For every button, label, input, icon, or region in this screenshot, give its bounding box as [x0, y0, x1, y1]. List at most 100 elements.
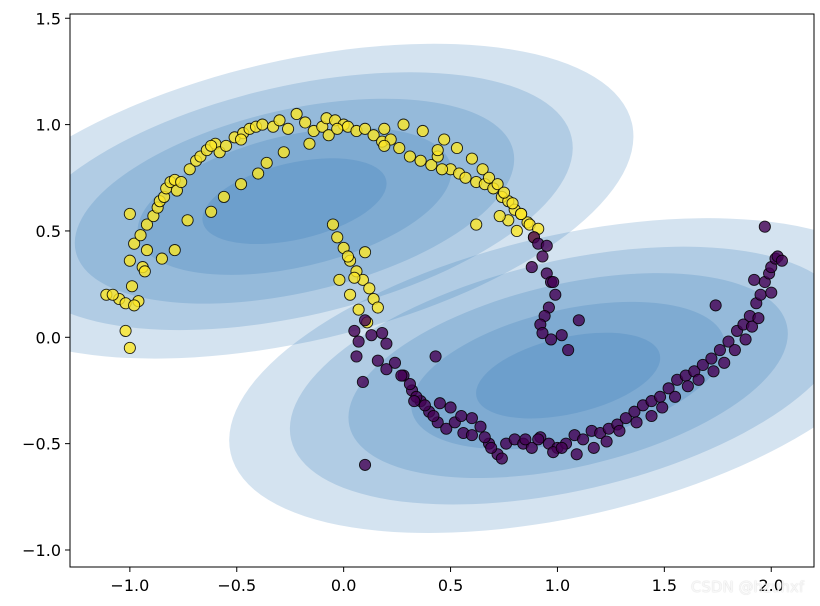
class-0-point [393, 141, 406, 155]
class-0-point [217, 190, 230, 203]
class-0-point [175, 175, 188, 189]
class-1-point [358, 458, 372, 471]
y-tick-label: −1.0 [22, 541, 61, 560]
class-1-point [572, 314, 585, 327]
class-1-point [408, 395, 421, 408]
class-0-point [277, 146, 290, 159]
class-0-point [459, 171, 472, 184]
class-1-point [358, 314, 372, 327]
class-1-point [748, 273, 761, 286]
class-0-point [414, 154, 427, 167]
class-1-point [540, 239, 553, 252]
class-0-point [326, 218, 340, 231]
class-1-point [485, 441, 498, 454]
class-1-point [752, 312, 765, 325]
class-1-point [444, 401, 457, 414]
class-1-point [380, 337, 393, 350]
class-1-point [474, 420, 487, 433]
class-1-point [613, 424, 626, 437]
class-1-point [525, 441, 538, 454]
class-0-point [138, 265, 151, 278]
watermark: CSDN @hzuhxf [690, 578, 804, 596]
class-1-point [403, 378, 416, 391]
class-1-point [570, 448, 583, 461]
class-0-point [397, 118, 410, 131]
class-0-point [282, 122, 295, 135]
class-1-point [754, 288, 767, 301]
class-0-point [476, 163, 489, 176]
class-0-point [234, 178, 248, 191]
class-0-point [497, 186, 511, 199]
class-1-point [549, 288, 562, 301]
class-1-point [709, 299, 722, 312]
class-1-point [365, 329, 378, 342]
class-0-point [515, 207, 528, 220]
class-0-point [290, 107, 303, 121]
x-tick-label: 0.0 [331, 576, 356, 595]
class-0-point [378, 122, 391, 135]
class-1-point [668, 390, 682, 403]
class-0-point [252, 167, 265, 180]
contour-level-1-2 [70, 72, 573, 331]
class-0-point [493, 210, 506, 223]
class-1-point [427, 409, 440, 423]
class-1-point [630, 416, 643, 429]
class-0-point [125, 280, 139, 293]
class-1-point [713, 344, 726, 357]
class-0-point [510, 224, 523, 237]
class-0-point [299, 116, 312, 129]
class-0-point [140, 218, 154, 231]
class-0-point [431, 144, 444, 157]
class-1-point [544, 333, 558, 346]
class-0-point [363, 282, 376, 295]
class-0-point [331, 122, 344, 135]
class-0-point [378, 139, 391, 152]
class-0-point [470, 218, 483, 231]
class-1-point [555, 329, 568, 342]
class-0-point [123, 341, 136, 354]
class-0-point [341, 250, 354, 263]
class-1-point [376, 326, 389, 340]
class-0-point [506, 197, 519, 210]
class-1-point [525, 261, 538, 274]
class-0-point [220, 139, 233, 152]
class-0-point [205, 205, 218, 218]
scatter-points [100, 107, 788, 471]
class-1-point [495, 452, 508, 465]
y-axis: −1.0 −0.5 0.0 0.5 1.0 1.5 [22, 9, 70, 560]
class-0-point [303, 137, 316, 150]
class-0-point [183, 163, 196, 176]
contour-level-2-4 [411, 301, 726, 450]
class-0-point [403, 150, 416, 163]
class-1-point [380, 363, 393, 376]
class-1-point [536, 250, 549, 263]
class-0-point [123, 254, 136, 267]
class-1-point [478, 431, 491, 444]
class-0-point [119, 324, 132, 337]
class-1-point [536, 326, 549, 340]
class-0-point [260, 156, 273, 169]
class-1-point [371, 354, 384, 367]
class-0-point [435, 163, 449, 176]
class-1-point [662, 382, 675, 395]
class-1-point [356, 375, 369, 389]
class-0-point [205, 139, 218, 152]
class-1-point [519, 433, 532, 446]
class-1-point [692, 373, 705, 386]
x-tick-label: 1.5 [652, 576, 677, 595]
class-1-point [577, 433, 590, 446]
class-1-point [532, 433, 545, 446]
class-1-point [656, 401, 669, 414]
class-1-point [745, 320, 759, 333]
plot-area [70, 14, 814, 567]
class-1-point [739, 333, 752, 346]
class-0-point [234, 133, 248, 146]
contour-level-2-1 [229, 218, 814, 533]
class-1-point [547, 275, 560, 289]
y-tick-label: −0.5 [22, 435, 61, 454]
y-tick-label: 0.0 [36, 328, 61, 347]
contour-level-1-4 [137, 127, 452, 275]
class-0-point [450, 141, 464, 155]
class-1-point [465, 412, 478, 425]
class-1-point [645, 409, 658, 423]
